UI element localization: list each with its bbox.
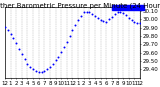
Point (128, 17, 130, 18)
Point (139, 23, 141, 24)
Point (60, 51, 63, 53)
Point (26, 63, 29, 64)
Point (130, 19, 133, 21)
Point (108, 18, 110, 20)
Point (133, 21, 136, 22)
Point (15, 43, 17, 44)
Point (91, 13, 93, 15)
Point (119, 11, 122, 12)
Point (46, 69, 48, 70)
Point (23, 58, 26, 59)
Point (9, 34, 12, 35)
Point (6, 29, 9, 31)
Point (122, 13, 124, 14)
Point (63, 46, 65, 48)
Bar (112, 5, 144, 10)
Point (74, 24, 77, 26)
Point (32, 69, 34, 70)
Point (94, 15, 96, 17)
Point (111, 16, 113, 17)
Point (49, 66, 51, 68)
Point (18, 48, 20, 49)
Point (88, 12, 91, 13)
Point (29, 66, 32, 68)
Point (37, 71, 40, 73)
Point (77, 19, 79, 21)
Point (68, 35, 71, 37)
Point (125, 14, 127, 16)
Point (113, 13, 116, 15)
Point (43, 70, 46, 72)
Point (57, 56, 60, 58)
Point (12, 38, 15, 39)
Point (82, 12, 85, 13)
Point (85, 11, 88, 12)
Point (52, 64, 54, 65)
Point (136, 22, 139, 23)
Point (40, 71, 43, 73)
Point (96, 18, 99, 19)
Point (116, 12, 119, 13)
Point (4, 26, 6, 27)
Point (99, 19, 102, 21)
Point (20, 53, 23, 54)
Point (35, 70, 37, 72)
Text: Milwaukee Weather Barometric Pressure per Minute (24 Hours): Milwaukee Weather Barometric Pressure pe… (0, 3, 160, 9)
Point (105, 21, 108, 22)
Point (71, 29, 74, 31)
Point (66, 41, 68, 42)
Point (102, 20, 105, 22)
Point (54, 60, 57, 61)
Point (80, 15, 82, 17)
